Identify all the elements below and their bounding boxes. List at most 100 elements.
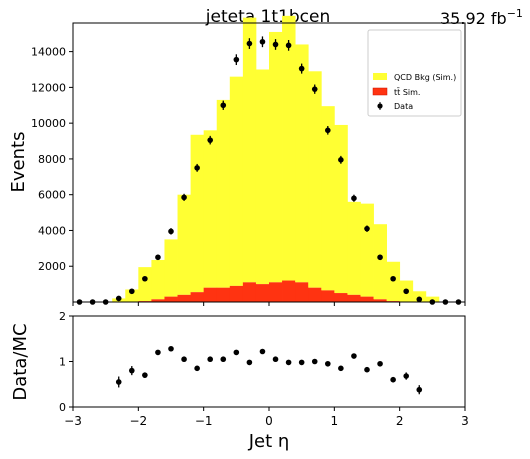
ttbar-bin xyxy=(164,296,178,302)
ttbar-bin xyxy=(151,299,165,302)
ratio-point xyxy=(207,356,213,363)
ttbar-bin xyxy=(269,282,283,302)
x-tick-label: −1 xyxy=(195,414,213,428)
ttbar-bin xyxy=(334,293,348,302)
ratio-point xyxy=(233,349,240,356)
data-point xyxy=(416,296,423,303)
y-tick-label: 2000 xyxy=(38,260,66,273)
data-point xyxy=(181,194,187,201)
ratio-point xyxy=(338,365,344,372)
qcd-bin xyxy=(373,224,387,300)
main-axes: 2000 4000 6000 8000 10000 12000 14000 xyxy=(31,46,466,306)
y-tick-label: 10000 xyxy=(31,117,66,130)
data-point xyxy=(298,65,305,72)
x-tick-label: 3 xyxy=(461,414,469,428)
qcd-bin xyxy=(177,194,191,295)
data-point xyxy=(194,165,200,171)
qcd-bin xyxy=(203,130,218,288)
ratio-point xyxy=(377,360,383,367)
ratio-point xyxy=(298,359,305,366)
y-tick-label: 4000 xyxy=(38,224,66,237)
ratio-axes: 0 1 2 −3 −2 −1 0 1 2 3 xyxy=(59,310,469,428)
ttbar-bin xyxy=(373,299,387,302)
data-point xyxy=(364,225,370,232)
ratio-point xyxy=(403,373,410,379)
legend-label-qcd: QCD Bkg (Sim.) xyxy=(394,73,456,82)
qcd-bin xyxy=(125,289,139,302)
main-y-axis-label: Events xyxy=(8,132,29,193)
ratio-point xyxy=(155,349,161,356)
data-points xyxy=(76,36,462,305)
ratio-point xyxy=(272,356,279,363)
qcd-bin xyxy=(269,31,283,283)
luminosity-exponent: −1 xyxy=(507,7,523,20)
ttbar-bin xyxy=(308,287,322,302)
data-point xyxy=(155,254,161,261)
data-point xyxy=(246,40,253,47)
data-point xyxy=(351,195,357,202)
legend-label-data: Data xyxy=(394,102,413,111)
ratio-y-tick-label: 1 xyxy=(59,356,66,369)
data-point xyxy=(233,56,240,63)
ratio-y-tick-label: 2 xyxy=(59,310,66,323)
ratio-point xyxy=(129,367,135,374)
y-tick-label: 6000 xyxy=(38,189,66,202)
data-point xyxy=(325,127,331,134)
data-point xyxy=(285,42,292,49)
y-tick-label: 14000 xyxy=(31,46,66,59)
ratio-point xyxy=(168,345,174,352)
ratio-point xyxy=(142,372,148,378)
legend-label-ttbar: tt̄ Sim. xyxy=(394,87,420,97)
ratio-point xyxy=(259,348,266,355)
ttbar-bin xyxy=(360,296,374,302)
ratio-points xyxy=(115,345,423,395)
qcd-bin xyxy=(164,239,178,297)
ratio-point xyxy=(194,365,200,372)
ratio-point xyxy=(325,360,331,367)
luminosity-value: 35.92 fb xyxy=(440,9,507,28)
data-point xyxy=(390,275,396,282)
ratio-plot-frame xyxy=(72,315,466,408)
ratio-point xyxy=(311,358,318,365)
ttbar-bin xyxy=(295,282,309,302)
data-point xyxy=(207,137,213,143)
ttbar-bin xyxy=(177,294,191,302)
data-point xyxy=(259,38,266,45)
ttbar-bin xyxy=(216,287,231,302)
ratio-point xyxy=(364,366,370,373)
x-tick-label: 2 xyxy=(396,414,404,428)
data-point xyxy=(403,288,410,295)
chart-title: jeteta 1t1bcen xyxy=(205,7,330,27)
ratio-point xyxy=(416,386,423,393)
qcd-bin xyxy=(229,76,244,286)
ttbar-bin xyxy=(203,287,218,302)
qcd-bin xyxy=(190,134,205,293)
ratio-point xyxy=(351,353,357,359)
qcd-bin xyxy=(334,124,348,294)
qcd-bin xyxy=(308,71,322,288)
legend: QCD Bkg (Sim.) tt̄ Sim. Data xyxy=(367,29,462,117)
ratio-point xyxy=(115,379,122,385)
data-point xyxy=(115,295,122,302)
qcd-bin xyxy=(242,17,257,283)
data-point xyxy=(311,86,318,92)
qcd-bin xyxy=(216,99,231,288)
data-point xyxy=(168,228,174,235)
ttbar-bin xyxy=(321,290,335,302)
ttbar-bin xyxy=(347,294,361,302)
data-point xyxy=(129,288,135,295)
data-point xyxy=(220,102,227,109)
qcd-bin xyxy=(282,15,296,281)
legend-swatch-ttbar xyxy=(372,87,388,96)
ratio-point xyxy=(181,356,187,363)
ratio-point xyxy=(220,356,227,363)
ttbar-bin xyxy=(282,280,296,302)
x-tick-label: 1 xyxy=(331,414,339,428)
stacked-histogram xyxy=(112,15,440,302)
data-point xyxy=(377,254,383,261)
qcd-bin xyxy=(151,259,165,300)
ratio-point xyxy=(246,359,253,366)
ratio-point xyxy=(285,359,292,366)
data-point xyxy=(272,41,279,48)
